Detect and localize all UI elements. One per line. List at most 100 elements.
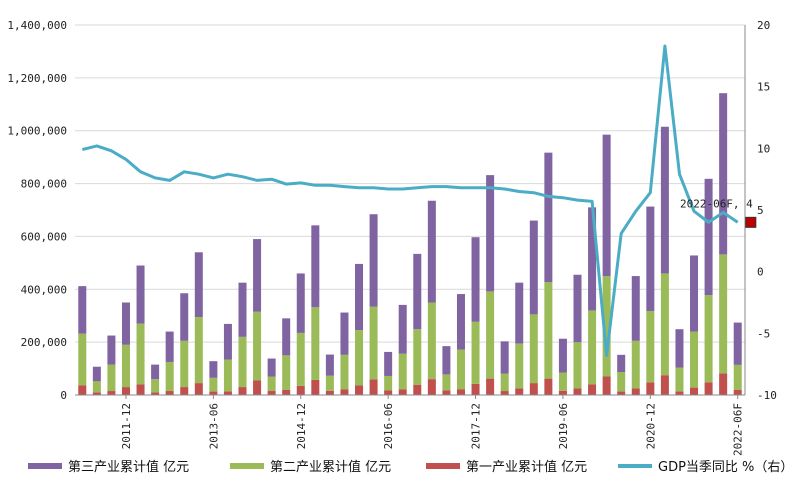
bar-segment	[223, 359, 232, 392]
x-tick-label: 2016-06	[382, 403, 395, 449]
bar-segment	[253, 311, 262, 381]
bar-segment	[92, 366, 101, 382]
bar-segment	[136, 323, 145, 385]
bar-segment	[515, 282, 524, 344]
legend-label: GDP当季同比 %（右）	[658, 460, 793, 475]
bar-segment	[646, 206, 655, 311]
bar-segment	[325, 390, 334, 395]
grid-layer	[75, 24, 745, 396]
bar-segment	[165, 331, 174, 362]
bar-segment	[442, 346, 451, 375]
x-tick-label: 2014-12	[295, 403, 308, 449]
x-tick-label: 2020-12	[644, 403, 657, 449]
bar-segment	[136, 265, 145, 324]
bar-segment	[398, 389, 407, 395]
bar-segment	[151, 392, 160, 395]
bar-segment	[194, 317, 203, 384]
bar-segment	[238, 282, 247, 337]
x-tick-label: 2017-12	[470, 403, 483, 449]
bar-segment	[121, 302, 130, 345]
bar-segment	[442, 374, 451, 391]
bar-segment	[719, 373, 728, 395]
bar-segment	[384, 351, 393, 376]
legend-swatch	[230, 463, 264, 469]
bar-segment	[165, 361, 174, 392]
y2-tick-label: 20	[757, 19, 770, 32]
bar-segment	[442, 390, 451, 395]
bar-segment	[529, 220, 538, 315]
y-tick-label: 200,000	[21, 336, 67, 349]
y-tick-label: 1,400,000	[7, 19, 67, 32]
bar-segment	[471, 383, 480, 395]
bar-segment	[238, 336, 247, 388]
bar-segment	[515, 388, 524, 395]
gdp-growth-line	[81, 44, 739, 357]
bar-segment	[588, 310, 597, 385]
bar-segment	[369, 306, 378, 380]
legend-label: 第一产业累计值 亿元	[466, 459, 587, 475]
bar-segment	[121, 344, 130, 388]
annotation-layer: 2022-06F, 4	[680, 197, 757, 228]
bar-segment	[471, 237, 480, 322]
bar-segment	[529, 314, 538, 384]
bar-segment	[253, 239, 262, 312]
bar-segment	[282, 318, 291, 356]
bar-segment	[471, 321, 480, 384]
line-layer	[81, 44, 739, 357]
y-tick-label: 0	[60, 389, 67, 402]
bar-segment	[369, 379, 378, 395]
bar-segment	[384, 375, 393, 391]
y-tick-label: 1,000,000	[7, 125, 67, 138]
x-tick-label: 2013-06	[207, 403, 220, 449]
bar-segment	[573, 342, 582, 389]
bar-segment	[180, 387, 189, 395]
y2-tick-label: -5	[757, 327, 770, 340]
bar-segment	[253, 380, 262, 395]
bar-segment	[165, 391, 174, 395]
bar-segment	[631, 276, 640, 341]
bar-segment	[588, 384, 597, 395]
bar-segment	[602, 276, 611, 377]
bar-segment	[558, 390, 567, 395]
bar-segment	[500, 341, 509, 374]
x-tick-label: 2011-12	[120, 403, 133, 449]
bar-segment	[704, 178, 713, 296]
bar-segment	[719, 93, 728, 255]
bar-segment	[573, 274, 582, 343]
y2-tick-label: 0	[757, 266, 764, 279]
bar-segment	[704, 295, 713, 383]
bar-segment	[660, 375, 669, 395]
bar-segment	[675, 391, 684, 395]
bar-segment	[733, 364, 742, 390]
legend-label: 第三产业累计值 亿元	[68, 459, 189, 475]
bar-segment	[78, 385, 87, 395]
bar-segment	[369, 214, 378, 307]
bar-segment	[282, 389, 291, 395]
bar-segment	[719, 254, 728, 374]
y-tick-label: 1,200,000	[7, 72, 67, 85]
bar-segment	[267, 391, 276, 395]
bar-segment	[733, 322, 742, 365]
bar-segment	[355, 263, 364, 330]
bar-segment	[92, 381, 101, 393]
bar-segment	[223, 323, 232, 360]
bar-segment	[209, 391, 218, 395]
bar-segment	[311, 225, 320, 308]
bar-segment	[617, 354, 626, 373]
bar-segment	[515, 343, 524, 389]
bar-segment	[151, 364, 160, 380]
bar-segment	[107, 364, 116, 392]
bar-segment	[223, 391, 232, 395]
bar-segment	[267, 376, 276, 392]
y2-tick-label: 15	[757, 81, 770, 94]
legend-swatch	[426, 463, 460, 469]
bar-segment	[209, 361, 218, 378]
bar-segment	[690, 331, 699, 388]
axis-layer: 0 200,000 400,000 600,000 800,000 1,000,000 1,…	[7, 19, 776, 456]
bar-segment	[486, 175, 495, 292]
bar-segment	[136, 384, 145, 395]
bar-segment	[456, 389, 465, 395]
x-tick-label: 2022-06F	[732, 403, 745, 456]
bar-segment	[588, 207, 597, 311]
bar-segment	[180, 293, 189, 341]
